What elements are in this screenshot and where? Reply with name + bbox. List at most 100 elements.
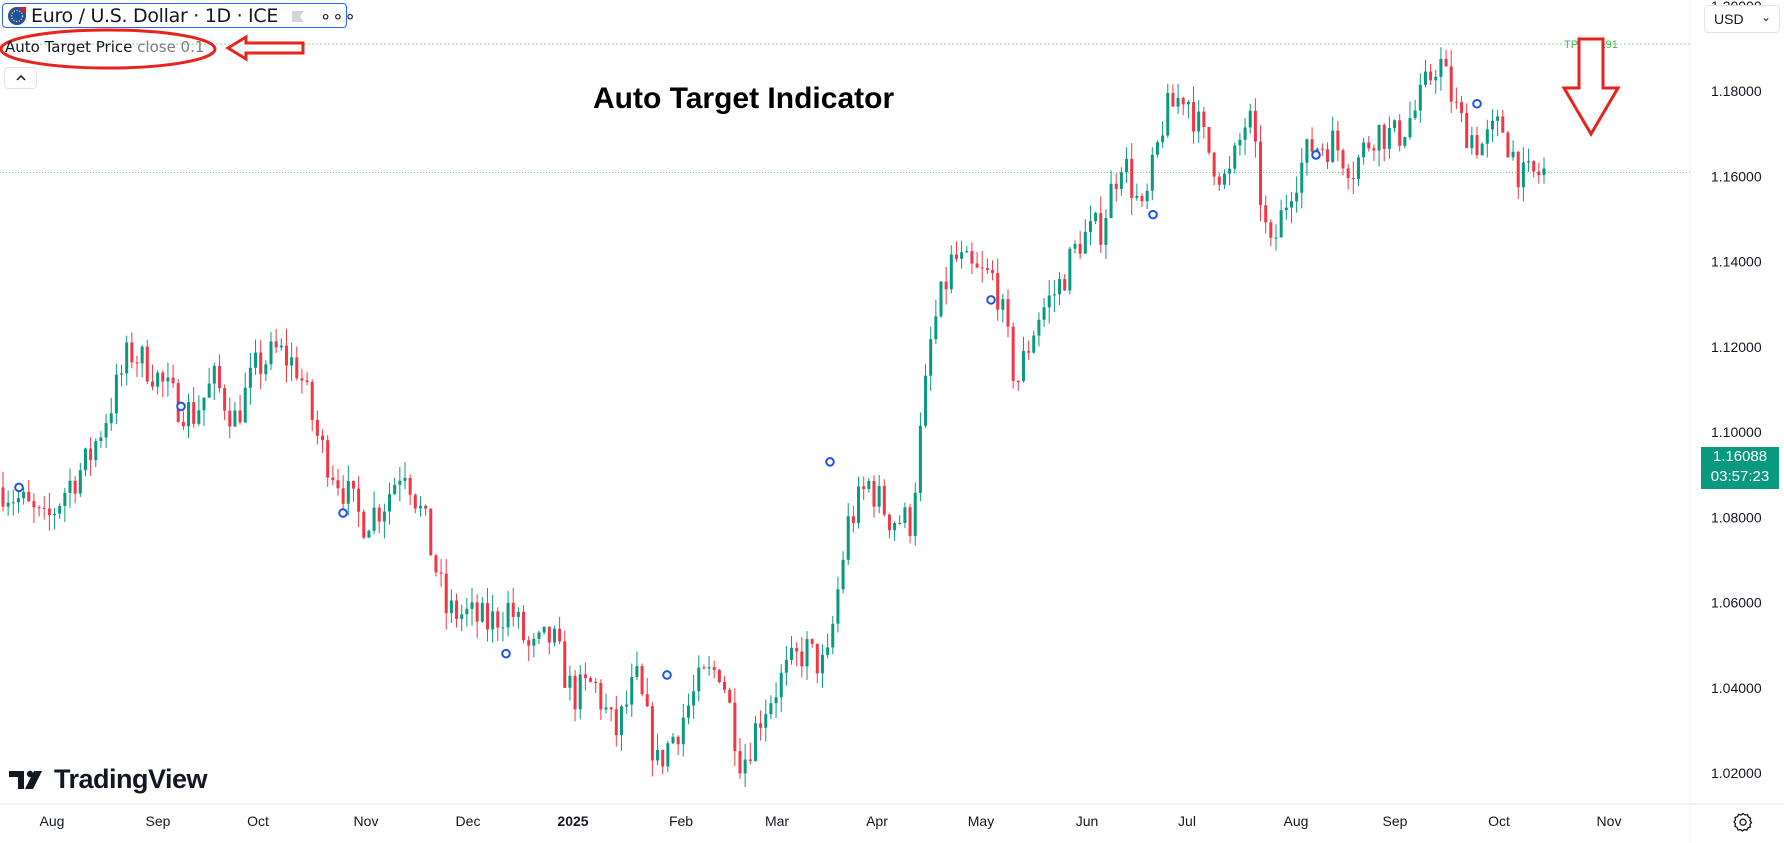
- candle-body: [1341, 150, 1345, 169]
- candle-body: [1222, 173, 1226, 185]
- candle-body: [321, 435, 325, 441]
- candle-body: [83, 448, 87, 471]
- candle-body: [63, 492, 67, 506]
- candle-body: [150, 381, 154, 387]
- candle-body: [212, 365, 216, 384]
- candle-body: [1233, 145, 1237, 169]
- candle-body: [11, 502, 15, 504]
- candle-body: [650, 706, 654, 761]
- current-price-badge: 1.16088 03:57:23: [1701, 447, 1779, 489]
- candle-body: [284, 345, 288, 366]
- symbol-header[interactable]: Euro / U.S. Dollar · 1D · ICE ∘∘∘: [2, 3, 356, 28]
- candle-body: [1465, 112, 1469, 149]
- candle-body: [609, 707, 613, 710]
- collapse-legend-button[interactable]: [4, 67, 37, 89]
- candle-body: [120, 373, 124, 375]
- currency-select[interactable]: USD ⌄: [1704, 5, 1780, 33]
- candle-body: [1460, 102, 1464, 113]
- candle-body: [1295, 192, 1299, 202]
- candle-body: [985, 268, 989, 271]
- candle-body: [954, 254, 958, 259]
- candle-body: [310, 382, 314, 420]
- candle-body: [1264, 205, 1268, 223]
- candle-body: [1088, 221, 1092, 232]
- candle-body: [1398, 120, 1402, 146]
- tradingview-logo[interactable]: TradingView: [9, 764, 208, 795]
- candle-body: [692, 691, 696, 706]
- candle-body: [1021, 351, 1025, 382]
- more-options-icon[interactable]: ∘∘∘: [320, 6, 357, 26]
- chart-settings-gear-icon[interactable]: [1732, 811, 1754, 833]
- flag-bookmark-icon[interactable]: [291, 10, 305, 23]
- annotation-down-arrow: [1561, 37, 1621, 137]
- candle-body: [1217, 176, 1221, 185]
- candle-body: [439, 572, 443, 574]
- x-tick-label: 2025: [557, 813, 588, 829]
- candle-body: [207, 383, 211, 398]
- candle-body: [336, 480, 340, 489]
- indicator-params: close 0.1: [137, 38, 205, 56]
- x-tick-label: Sep: [1383, 813, 1408, 829]
- candle-body: [32, 501, 36, 508]
- candle-body: [1485, 129, 1489, 144]
- candle-body: [1521, 162, 1525, 188]
- candle-body: [1315, 148, 1319, 152]
- candle-body: [934, 316, 938, 340]
- candle-body: [996, 273, 1000, 310]
- candle-body: [1382, 124, 1386, 149]
- candle-body: [1104, 218, 1108, 245]
- candle-body: [635, 666, 639, 678]
- candle-body: [315, 419, 319, 436]
- candle-body: [970, 251, 974, 264]
- candle-body: [831, 623, 835, 648]
- candle-body: [243, 387, 247, 423]
- candle-body: [434, 555, 438, 573]
- candle-body: [1119, 172, 1123, 189]
- candle-body: [362, 511, 366, 538]
- candle-body: [1, 487, 5, 507]
- x-tick-label: Jul: [1178, 813, 1196, 829]
- candle-body: [1377, 124, 1381, 151]
- candle-body: [547, 626, 551, 643]
- candle-body: [965, 251, 969, 253]
- candle-body: [279, 345, 283, 348]
- candle-body: [1310, 139, 1314, 152]
- y-tick-label: 1.04000: [1711, 680, 1762, 696]
- candle-body: [594, 681, 598, 684]
- candle-body: [537, 632, 541, 639]
- candle-body: [140, 346, 144, 364]
- candle-body: [1099, 213, 1103, 245]
- candle-body: [862, 486, 866, 489]
- y-tick-label: 1.16000: [1711, 168, 1762, 184]
- candle-body: [202, 397, 206, 411]
- candle-body: [22, 491, 26, 499]
- candle-body: [166, 377, 170, 382]
- candle-body: [552, 628, 556, 643]
- candle-body: [764, 714, 768, 728]
- candle-body: [73, 480, 77, 494]
- candle-body: [1346, 168, 1350, 179]
- candle-body: [1444, 58, 1448, 67]
- candle-body: [1140, 195, 1144, 202]
- candle-body: [882, 485, 886, 515]
- candle-body: [1238, 139, 1242, 146]
- candle-body: [1429, 71, 1433, 81]
- candle-body: [1047, 295, 1051, 308]
- candle-body: [326, 440, 330, 478]
- candle-body: [1243, 127, 1247, 140]
- candle-body: [125, 342, 129, 374]
- candle-body: [666, 743, 670, 767]
- candle-body: [671, 736, 675, 744]
- candle-body: [1454, 101, 1458, 103]
- candle-body: [944, 281, 948, 290]
- indicator-legend[interactable]: Auto Target Price close 0.1: [5, 38, 204, 56]
- candle-body: [475, 602, 479, 622]
- signal-marker: [825, 457, 835, 467]
- candle-body: [815, 643, 819, 674]
- signal-marker: [986, 295, 996, 305]
- x-tick-label: Sep: [146, 813, 171, 829]
- candle-body: [1331, 130, 1335, 162]
- candle-body: [949, 254, 953, 290]
- signal-marker: [1148, 209, 1158, 220]
